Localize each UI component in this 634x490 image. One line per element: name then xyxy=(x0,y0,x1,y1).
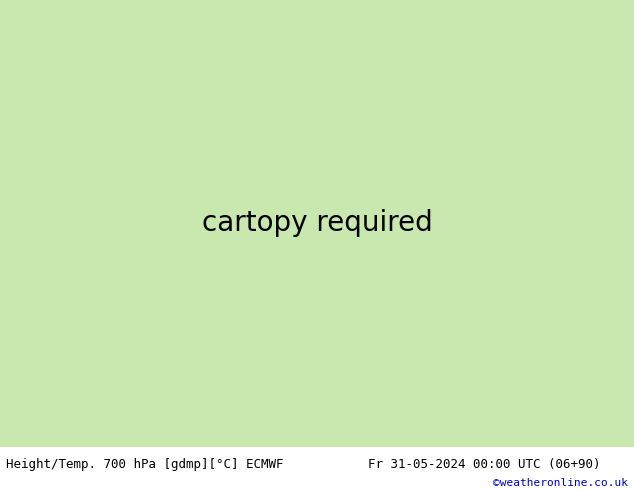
Text: Fr 31-05-2024 00:00 UTC (06+90): Fr 31-05-2024 00:00 UTC (06+90) xyxy=(368,458,600,471)
Text: cartopy required: cartopy required xyxy=(202,209,432,238)
Text: ©weatheronline.co.uk: ©weatheronline.co.uk xyxy=(493,478,628,488)
Text: Height/Temp. 700 hPa [gdmp][°C] ECMWF: Height/Temp. 700 hPa [gdmp][°C] ECMWF xyxy=(6,458,284,471)
